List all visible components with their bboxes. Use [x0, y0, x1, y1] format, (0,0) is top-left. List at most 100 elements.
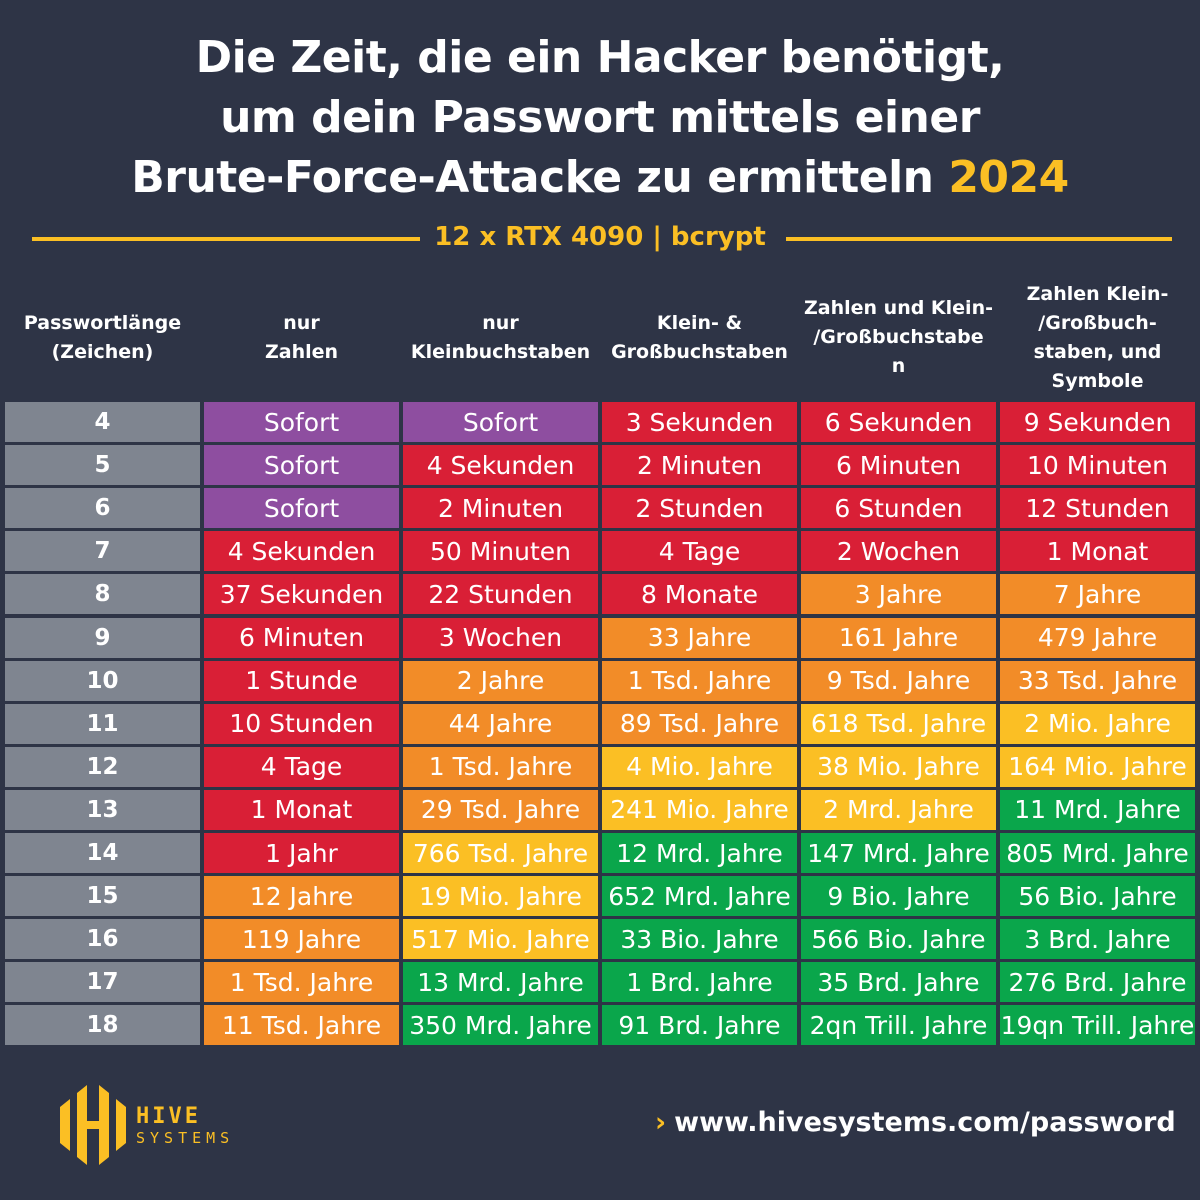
time-cell: 276 Brd. Jahre — [1000, 962, 1195, 1003]
length-cell: 7 — [5, 531, 200, 572]
time-cell: 91 Brd. Jahre — [602, 1005, 797, 1046]
time-cell: 6 Minuten — [801, 445, 996, 486]
time-cell: Sofort — [204, 488, 399, 529]
time-cell: 1 Monat — [204, 789, 399, 830]
time-cell: 12 Stunden — [1000, 488, 1195, 529]
time-cell: 44 Jahre — [403, 703, 598, 744]
time-cell: 1 Jahr — [204, 833, 399, 873]
time-cell: 4 Tage — [204, 746, 399, 787]
length-cell: 4 — [5, 402, 200, 442]
year: 2024 — [948, 152, 1069, 203]
time-cell: 6 Stunden — [801, 488, 996, 529]
time-cell: 11 Tsd. Jahre — [204, 1005, 399, 1046]
time-cell: 1 Brd. Jahre — [602, 962, 797, 1003]
column-header: Passwortlänge (Zeichen) — [23, 311, 182, 363]
time-cell: 164 Mio. Jahre — [1000, 746, 1195, 787]
time-cell: 2 Minuten — [602, 445, 797, 486]
time-cell: 33 Tsd. Jahre — [1000, 660, 1195, 701]
time-cell: 11 Mrd. Jahre — [1000, 789, 1195, 830]
time-cell: 7 Jahre — [1000, 574, 1195, 615]
time-cell: 35 Brd. Jahre — [801, 962, 996, 1003]
time-cell: 2 Wochen — [801, 531, 996, 572]
time-cell: Sofort — [204, 402, 399, 442]
time-cell: 1 Tsd. Jahre — [403, 746, 598, 787]
time-cell: 4 Mio. Jahre — [602, 746, 797, 787]
time-cell: 1 Stunde — [204, 660, 399, 701]
time-cell: 479 Jahre — [1000, 617, 1195, 658]
time-cell: Sofort — [403, 402, 598, 442]
column-header: nur Kleinbuchstaben — [410, 311, 591, 363]
subtitle: 12 x RTX 4090 | bcrypt — [0, 222, 1200, 252]
time-cell: 241 Mio. Jahre — [602, 789, 797, 830]
time-cell: 2qn Trill. Jahre — [801, 1005, 996, 1046]
time-cell: 8 Monate — [602, 574, 797, 615]
chevron-right-icon: › — [655, 1107, 667, 1138]
column-header: Zahlen und Klein-/Großbuchstabe n — [804, 297, 993, 377]
column-header: Zahlen Klein-/Großbuch-staben, und Symbol… — [1026, 282, 1169, 392]
time-cell: 10 Minuten — [1000, 445, 1195, 486]
time-cell: 10 Stunden — [204, 703, 399, 744]
time-cell: 9 Tsd. Jahre — [801, 660, 996, 701]
divider-right — [786, 237, 1172, 241]
time-cell: 1 Tsd. Jahre — [204, 962, 399, 1003]
time-cell: 2 Jahre — [403, 660, 598, 701]
time-cell: 12 Mrd. Jahre — [602, 833, 797, 873]
length-cell: 11 — [5, 703, 200, 744]
length-cell: 18 — [5, 1005, 200, 1046]
time-cell: 6 Minuten — [204, 617, 399, 658]
length-cell: 17 — [5, 962, 200, 1003]
time-cell: 2 Minuten — [403, 488, 598, 529]
length-cell: 13 — [5, 789, 200, 830]
time-cell: 4 Tage — [602, 531, 797, 572]
time-cell: 517 Mio. Jahre — [403, 919, 598, 960]
column-header: Klein- & Großbuchstaben — [611, 311, 788, 363]
hive-logo-icon — [60, 1085, 126, 1165]
time-cell: 805 Mrd. Jahre — [1000, 833, 1195, 873]
length-cell: 5 — [5, 445, 200, 486]
page-title: Die Zeit, die ein Hacker benötigt, um de… — [131, 32, 1069, 203]
footer-url[interactable]: › www.hivesystems.com/password — [655, 1107, 1176, 1138]
time-cell: 4 Sekunden — [403, 445, 598, 486]
length-cell: 9 — [5, 617, 200, 658]
time-cell: 147 Mrd. Jahre — [801, 833, 996, 873]
time-cell: 3 Wochen — [403, 617, 598, 658]
length-cell: 15 — [5, 876, 200, 917]
time-cell: 566 Bio. Jahre — [801, 919, 996, 960]
length-cell: 6 — [5, 488, 200, 529]
time-cell: 22 Stunden — [403, 574, 598, 615]
length-cell: 12 — [5, 746, 200, 787]
time-cell: 618 Tsd. Jahre — [801, 703, 996, 744]
time-cell: 33 Jahre — [602, 617, 797, 658]
time-cell: 12 Jahre — [204, 876, 399, 917]
time-cell: 9 Bio. Jahre — [801, 876, 996, 917]
time-cell: 19 Mio. Jahre — [403, 876, 598, 917]
time-cell: 38 Mio. Jahre — [801, 746, 996, 787]
time-cell: 50 Minuten — [403, 531, 598, 572]
hive-systems-logo: HIVE SYSTEMS — [60, 1085, 234, 1165]
time-cell: 766 Tsd. Jahre — [403, 833, 598, 873]
time-cell: 13 Mrd. Jahre — [403, 962, 598, 1003]
time-cell: 3 Jahre — [801, 574, 996, 615]
time-cell: 119 Jahre — [204, 919, 399, 960]
time-cell: 350 Mrd. Jahre — [403, 1005, 598, 1046]
time-cell: 19qn Trill. Jahre — [1000, 1005, 1195, 1046]
time-cell: 89 Tsd. Jahre — [602, 703, 797, 744]
time-cell: 161 Jahre — [801, 617, 996, 658]
length-cell: 14 — [5, 833, 200, 873]
time-cell: 2 Mio. Jahre — [1000, 703, 1195, 744]
time-cell: 3 Brd. Jahre — [1000, 919, 1195, 960]
time-cell: 6 Sekunden — [801, 402, 996, 442]
time-cell: 56 Bio. Jahre — [1000, 876, 1195, 917]
time-cell: 37 Sekunden — [204, 574, 399, 615]
time-cell: 29 Tsd. Jahre — [403, 789, 598, 830]
time-cell: 652 Mrd. Jahre — [602, 876, 797, 917]
length-cell: 16 — [5, 919, 200, 960]
time-cell: 2 Mrd. Jahre — [801, 789, 996, 830]
column-header: nur Zahlen — [264, 311, 339, 363]
length-cell: 10 — [5, 660, 200, 701]
time-cell: 33 Bio. Jahre — [602, 919, 797, 960]
time-cell: Sofort — [204, 445, 399, 486]
time-cell: 2 Stunden — [602, 488, 797, 529]
length-cell: 8 — [5, 574, 200, 615]
time-cell: 9 Sekunden — [1000, 402, 1195, 442]
